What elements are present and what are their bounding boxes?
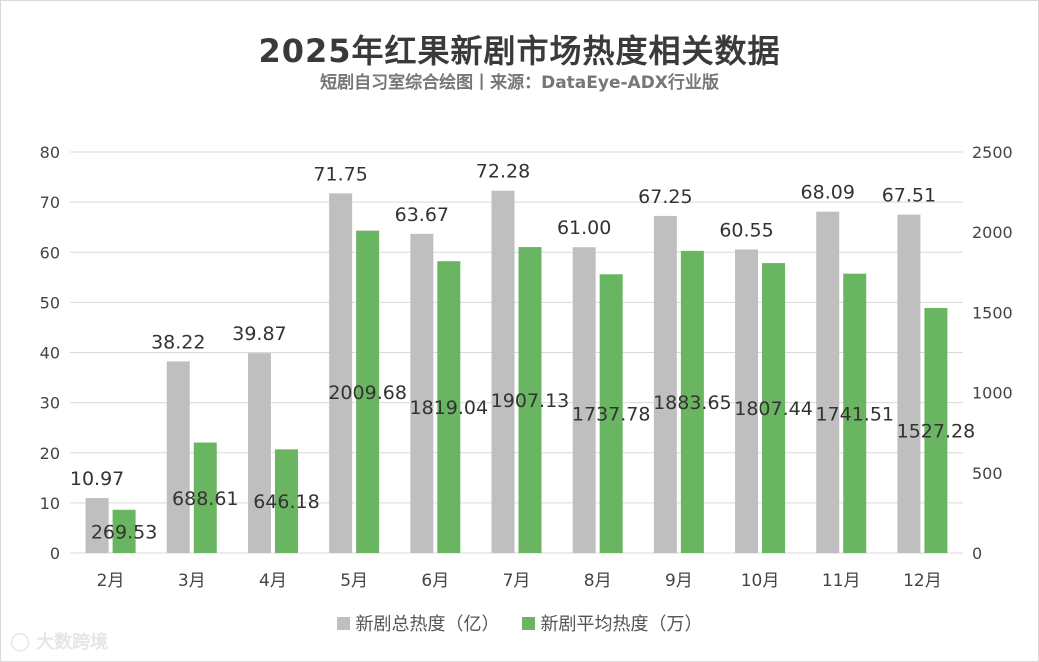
legend-item-total: 新剧总热度（亿）: [336, 610, 500, 636]
data-label-average: 2009.68: [328, 382, 407, 404]
x-tick-label: 2月: [97, 571, 125, 591]
data-label-total: 60.55: [719, 219, 773, 241]
bar-total: [491, 190, 515, 553]
data-label-total: 71.75: [313, 163, 367, 185]
data-label-average: 1883.65: [653, 392, 732, 414]
data-label-total: 68.09: [801, 182, 855, 204]
y-right-tick-label: 1500: [972, 303, 1013, 322]
y-left-tick-label: 10: [40, 494, 60, 513]
legend-swatch-total: [336, 616, 350, 630]
legend-swatch-average: [521, 616, 535, 630]
x-tick-label: 9月: [665, 571, 693, 591]
data-label-average: 646.18: [253, 491, 319, 513]
legend-item-average: 新剧平均热度（万）: [521, 610, 703, 636]
bar-total: [166, 361, 190, 553]
bar-average: [680, 250, 704, 553]
data-label-average: 688.61: [172, 488, 238, 510]
x-tick-label: 8月: [584, 571, 612, 591]
watermark: ◯ 大数跨境: [10, 628, 108, 654]
data-label-average: 1741.51: [815, 403, 894, 425]
bar-total: [735, 249, 759, 554]
data-label-total: 67.51: [882, 185, 936, 207]
y-left-tick-label: 60: [40, 243, 60, 262]
x-tick-label: 7月: [503, 571, 531, 591]
bar-total: [247, 353, 271, 553]
legend-label-total: 新剧总热度（亿）: [355, 614, 500, 635]
x-tick-label: 11月: [822, 571, 861, 591]
y-right-tick-label: 2000: [972, 223, 1013, 242]
data-label-average: 269.53: [91, 521, 157, 543]
bar-average: [437, 261, 461, 553]
bar-total: [816, 211, 840, 554]
data-label-total: 67.25: [638, 186, 692, 208]
y-right-tick-label: 500: [972, 464, 1003, 483]
y-left-tick-label: 20: [40, 444, 60, 463]
data-label-average: 1527.28: [897, 421, 976, 443]
y-left-tick-label: 80: [40, 143, 60, 162]
bar-average: [762, 263, 786, 553]
bar-total: [329, 193, 353, 553]
data-label-average: 1807.44: [734, 398, 813, 420]
legend: 新剧总热度（亿） 新剧平均热度（万）: [0, 610, 1039, 636]
y-left-tick-label: 40: [40, 344, 60, 363]
y-right-tick-label: 2500: [972, 143, 1013, 162]
bar-total: [410, 233, 434, 553]
bar-average: [924, 308, 948, 553]
page-title: 2025年红果新剧市场热度相关数据: [258, 32, 781, 70]
bar-average: [112, 509, 136, 553]
logo-icon: ◯: [10, 630, 31, 652]
data-label-average: 1907.13: [491, 390, 570, 412]
y-left-tick-label: 70: [40, 193, 60, 212]
bar-average: [356, 230, 380, 553]
bar-total: [85, 498, 109, 553]
x-tick-label: 6月: [421, 571, 449, 591]
bar-average: [599, 274, 623, 553]
y-left-tick-label: 50: [40, 293, 60, 312]
data-label-total: 61.00: [557, 217, 611, 239]
bar-average: [274, 449, 298, 553]
data-label-average: 1737.78: [572, 404, 651, 426]
y-right-tick-label: 0: [972, 544, 982, 563]
bar-total: [897, 214, 921, 553]
x-tick-label: 4月: [259, 571, 287, 591]
data-label-total: 63.67: [395, 204, 449, 226]
y-left-tick-label: 30: [40, 394, 60, 413]
data-label-average: 1819.04: [410, 397, 489, 419]
page-subtitle: 短剧自习室综合绘图丨来源：DataEye-ADX行业版: [320, 73, 719, 93]
y-left-tick-label: 0: [50, 544, 60, 563]
bar-average: [518, 247, 542, 553]
watermark-text: 大数跨境: [36, 632, 109, 653]
data-label-total: 39.87: [232, 323, 286, 345]
x-tick-label: 10月: [741, 571, 780, 591]
bar-total: [572, 247, 596, 554]
bar-average: [843, 273, 867, 553]
bar-total: [653, 215, 677, 554]
legend-label-average: 新剧平均热度（万）: [540, 614, 703, 635]
data-label-total: 10.97: [70, 468, 124, 490]
data-label-total: 72.28: [476, 161, 530, 183]
y-right-tick-label: 1000: [972, 384, 1013, 403]
data-label-total: 38.22: [151, 331, 205, 353]
bar-average: [193, 442, 217, 553]
x-tick-label: 5月: [340, 571, 368, 591]
x-tick-label: 3月: [178, 571, 206, 591]
x-tick-label: 12月: [903, 571, 942, 591]
